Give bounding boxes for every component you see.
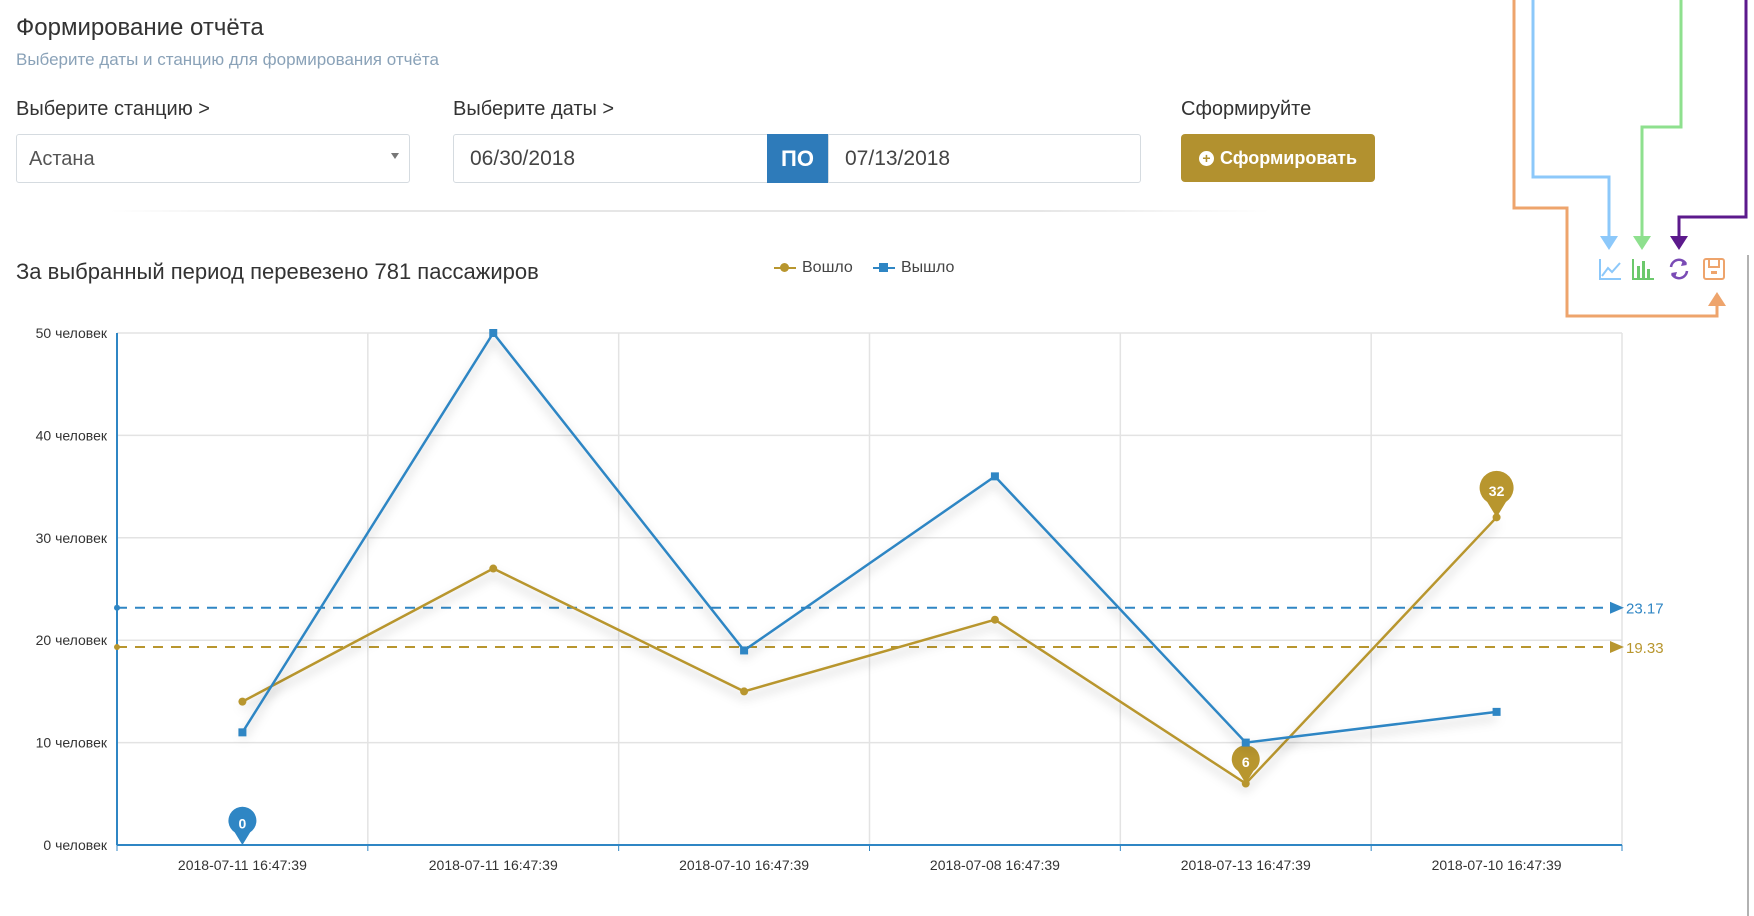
y-tick-label: 10 человек (36, 735, 108, 751)
average-arrow (1610, 601, 1624, 614)
x-tick-label: 2018-07-08 16:47:39 (930, 857, 1060, 873)
save-icon[interactable] (1701, 256, 1727, 282)
average-label: 23.17 (1626, 601, 1664, 618)
data-point (1492, 707, 1501, 716)
chevron-down-icon (391, 153, 399, 159)
pin-marker (1231, 745, 1260, 784)
plus-circle-icon: + (1198, 151, 1214, 166)
x-tick-label: 2018-07-10 16:47:39 (1432, 857, 1562, 873)
x-tick-label: 2018-07-10 16:47:39 (679, 857, 809, 873)
annotation-arrow-bar (1640, 0, 1683, 236)
generate-button-label: Сформировать (1219, 148, 1358, 168)
average-start-point (114, 644, 120, 651)
annotation-arrow-refresh (1677, 0, 1748, 236)
data-point (990, 472, 999, 481)
data-point (740, 687, 749, 696)
y-tick-label: 40 человек (36, 427, 108, 443)
x-tick-label: 2018-07-13 16:47:39 (1181, 857, 1311, 873)
page-subtitle: Выберите даты и станцию для формирования… (16, 50, 439, 69)
generate-label: Сформируйте (1181, 98, 1312, 120)
average-start-point (114, 604, 120, 611)
data-point (238, 697, 247, 706)
average-arrow (1610, 641, 1624, 654)
y-tick-label: 50 человек (36, 325, 108, 341)
arrow-head (1708, 292, 1726, 306)
legend-item-exited[interactable]: Вышло (873, 259, 954, 277)
station-value: Астана (29, 148, 95, 170)
data-point (489, 564, 498, 573)
legend-item-entered[interactable]: Вошло (774, 259, 853, 277)
date-to-input[interactable]: 07/13/2018 (828, 134, 1141, 183)
legend-marker-entered (774, 263, 796, 272)
page-title: Формирование отчёта (16, 14, 264, 41)
dates-label: Выберите даты > (453, 98, 615, 120)
station-select[interactable]: Астана (16, 134, 410, 183)
data-point (990, 615, 999, 624)
arrow-head (1600, 236, 1618, 250)
refresh-icon[interactable] (1666, 256, 1692, 282)
arrow-head (1633, 236, 1651, 250)
x-tick-label: 2018-07-11 16:47:39 (429, 857, 558, 873)
station-label: Выберите станцию > (16, 98, 210, 120)
line-chart-icon[interactable] (1597, 256, 1623, 282)
data-point (1241, 738, 1250, 747)
x-tick-label: 2018-07-11 16:47:39 (178, 857, 307, 873)
annotation-arrow-save (1512, 0, 1719, 318)
y-tick-label: 20 человек (36, 632, 108, 648)
pin-marker (228, 806, 257, 845)
passenger-summary: За выбранный период перевезено 781 пасса… (16, 259, 539, 284)
average-label: 19.33 (1626, 640, 1664, 657)
legend-label: Вошло (802, 259, 853, 276)
annotation-arrow-line (1531, 0, 1611, 236)
arrow-head (1670, 236, 1688, 250)
divider (110, 210, 1270, 212)
legend-marker-exited (873, 263, 895, 272)
bar-chart-icon[interactable] (1630, 256, 1656, 282)
generate-button[interactable]: + Сформировать (1181, 134, 1375, 182)
y-tick-label: 30 человек (36, 530, 108, 546)
date-separator: ПО (767, 134, 828, 183)
data-point (238, 728, 247, 737)
data-point (489, 329, 498, 337)
pin-label: 6 (1242, 754, 1250, 770)
pin-label: 32 (1489, 483, 1505, 499)
legend-label: Вышло (901, 259, 955, 276)
pin-label: 0 (239, 815, 247, 831)
series-line-exited (241, 330, 1497, 744)
data-point (740, 646, 749, 655)
series-line-entered (241, 516, 1498, 786)
pin-marker (1479, 470, 1514, 518)
y-tick-label: 0 человек (43, 837, 107, 853)
